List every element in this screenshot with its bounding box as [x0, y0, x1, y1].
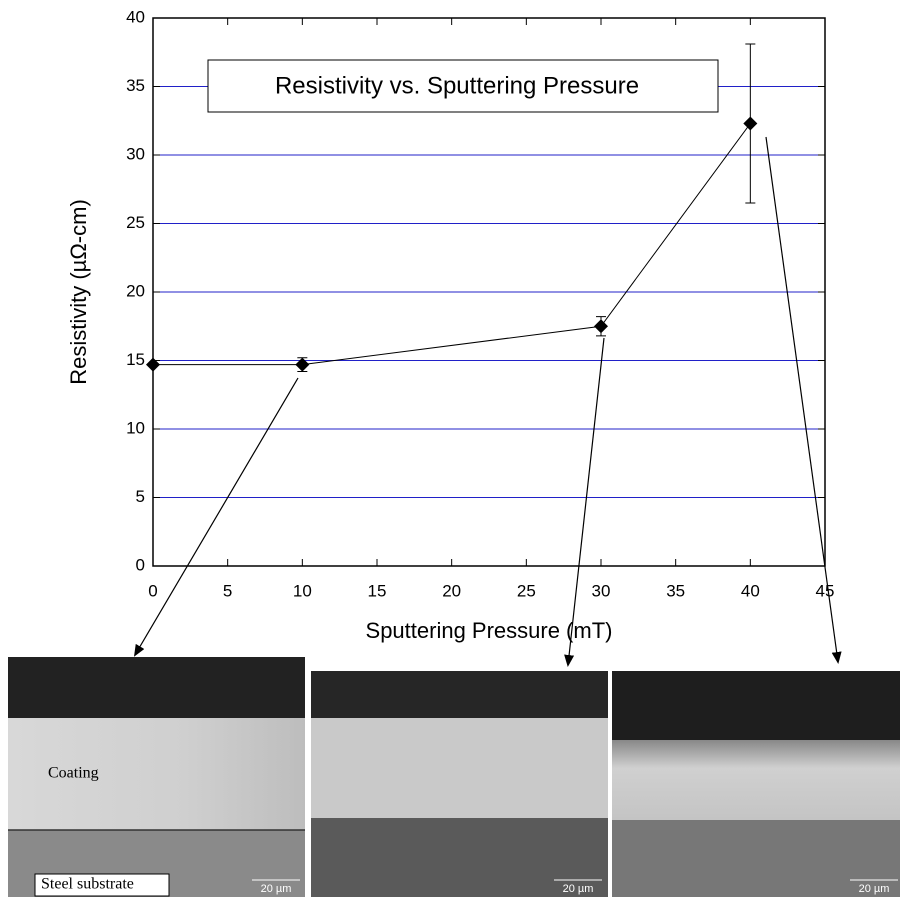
callout-arrow: [133, 377, 299, 657]
x-tick-label: 30: [592, 581, 611, 600]
data-point: [743, 116, 758, 131]
x-tick-label: 35: [666, 581, 685, 600]
y-tick-label: 15: [126, 350, 145, 369]
scale-label: 20 µm: [859, 883, 890, 895]
micro-label: Steel substrate: [41, 876, 134, 893]
x-tick-label: 15: [368, 581, 387, 600]
coating-layer: [612, 740, 900, 820]
x-axis-label: Sputtering Pressure (mT): [366, 618, 613, 643]
data-point: [295, 357, 310, 372]
scale-label: 20 µm: [563, 883, 594, 895]
y-tick-label: 20: [126, 281, 145, 300]
x-tick-label: 10: [293, 581, 312, 600]
y-tick-label: 10: [126, 418, 145, 437]
chart-title: Resistivity vs. Sputtering Pressure: [275, 72, 639, 99]
coating-layer: [311, 718, 608, 818]
substrate-layer: [311, 818, 608, 897]
x-tick-label: 5: [223, 581, 232, 600]
coating-layer: [8, 718, 305, 830]
data-line: [153, 123, 751, 366]
y-tick-label: 5: [136, 487, 145, 506]
x-tick-label: 45: [816, 581, 835, 600]
plot-frame: [152, 17, 826, 567]
label-bg: [34, 873, 170, 897]
y-axis-label: Resistivity (µΩ-cm): [66, 199, 91, 385]
x-tick-label: 20: [442, 581, 461, 600]
micrographs: Coating Steel substrate 20 µm 20 µm 20 µ…: [8, 657, 900, 897]
scale-label: 20 µm: [261, 883, 292, 895]
y-tick-label: 25: [126, 213, 145, 232]
y-tick-label: 0: [136, 555, 145, 574]
x-tick-label: 40: [741, 581, 760, 600]
callout-arrow: [765, 136, 842, 664]
data-point: [594, 319, 608, 334]
x-tick-label: 0: [148, 581, 157, 600]
micro-label: Coating: [48, 765, 99, 782]
callout-arrow: [564, 337, 605, 667]
y-tick-label: 40: [126, 7, 145, 26]
title-box: [207, 59, 719, 113]
x-tick-label: 25: [517, 581, 536, 600]
data-point: [146, 357, 160, 372]
substrate-layer: [612, 820, 900, 897]
y-tick-label: 30: [126, 144, 145, 163]
y-tick-label: 35: [126, 76, 145, 95]
